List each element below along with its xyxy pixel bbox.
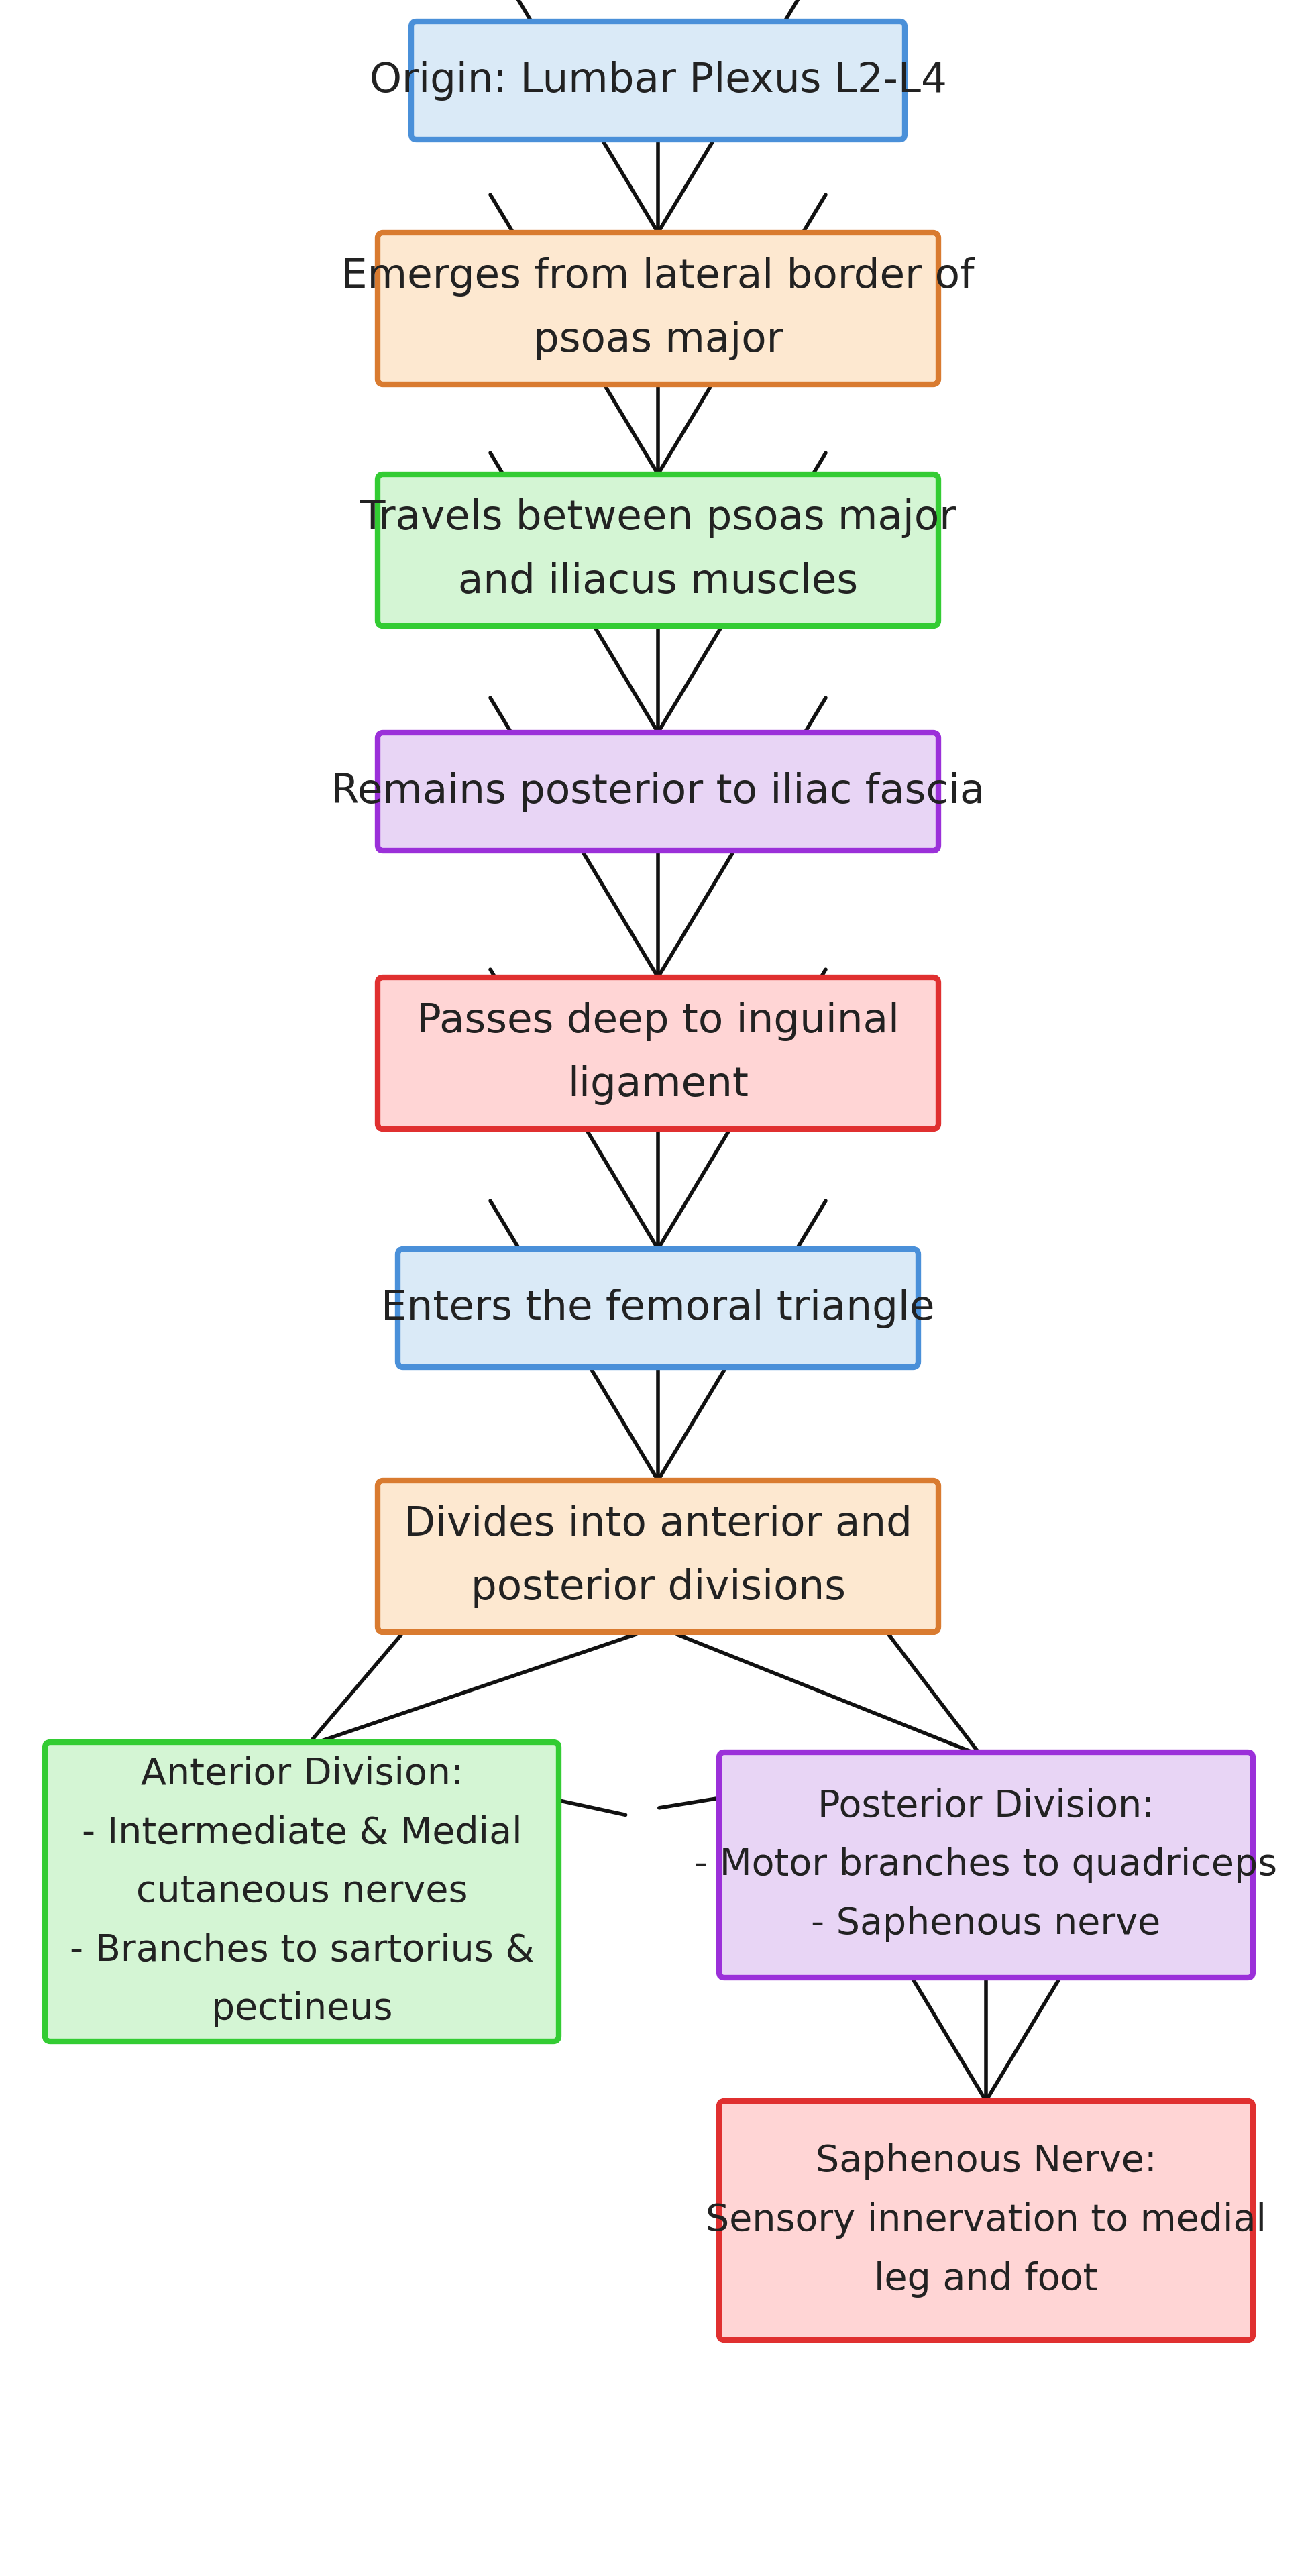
Text: Posterior Division:
- Motor branches to quadriceps
- Saphenous nerve: Posterior Division: - Motor branches to … [695,1788,1278,1942]
Text: Anterior Division:
- Intermediate & Medial
cutaneous nerves
- Branches to sartor: Anterior Division: - Intermediate & Medi… [70,1757,534,2027]
FancyBboxPatch shape [378,1481,938,1633]
Text: Saphenous Nerve:
Sensory innervation to medial
leg and foot: Saphenous Nerve: Sensory innervation to … [705,2143,1266,2298]
FancyBboxPatch shape [397,1249,919,1368]
FancyBboxPatch shape [378,732,938,850]
Text: Emerges from lateral border of
psoas major: Emerges from lateral border of psoas maj… [342,258,974,361]
FancyBboxPatch shape [411,21,905,139]
Text: Travels between psoas major
and iliacus muscles: Travels between psoas major and iliacus … [359,497,957,603]
FancyBboxPatch shape [378,232,938,384]
FancyBboxPatch shape [719,2102,1253,2339]
Text: Remains posterior to iliac fascia: Remains posterior to iliac fascia [330,773,986,811]
FancyBboxPatch shape [45,1741,559,2040]
FancyBboxPatch shape [378,976,938,1128]
FancyBboxPatch shape [719,1752,1253,1978]
Text: Origin: Lumbar Plexus L2-L4: Origin: Lumbar Plexus L2-L4 [370,62,946,100]
Text: Divides into anterior and
posterior divisions: Divides into anterior and posterior divi… [404,1504,912,1607]
Text: Passes deep to inguinal
ligament: Passes deep to inguinal ligament [417,1002,899,1105]
FancyBboxPatch shape [378,474,938,626]
Text: Enters the femoral triangle: Enters the femoral triangle [382,1288,934,1327]
